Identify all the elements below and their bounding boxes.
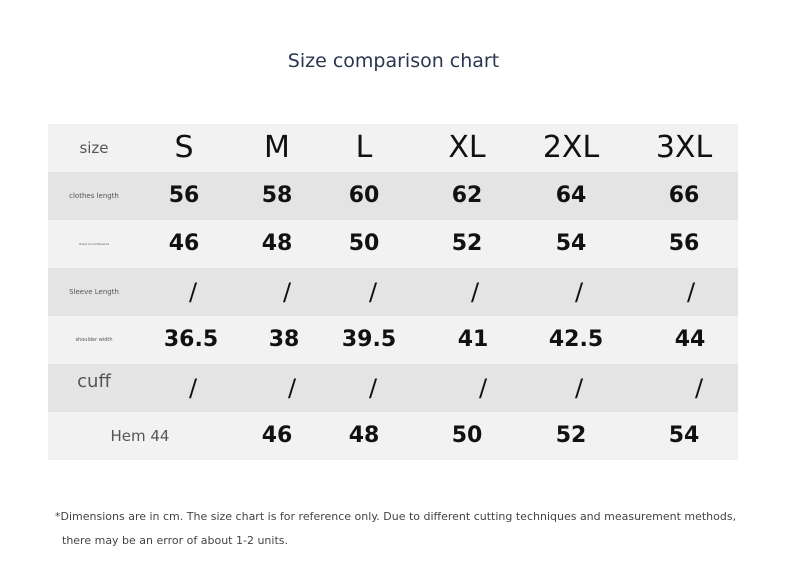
cell: 48 — [348, 423, 380, 448]
cell: 60 — [348, 183, 380, 208]
table-row: Hem 44 46 48 50 52 54 — [48, 412, 738, 460]
row-label: chest circumference — [78, 242, 110, 246]
cell: 54 — [668, 423, 700, 448]
cell: 58 — [261, 183, 293, 208]
cell: 39.5 — [341, 327, 397, 352]
cell: / — [478, 374, 488, 402]
cell: 52 — [451, 231, 483, 256]
cell: 50 — [451, 423, 483, 448]
page-title: Size comparison chart — [287, 50, 500, 72]
cell: 44 — [674, 327, 706, 352]
cell: 56 — [168, 183, 200, 208]
cell — [139, 412, 229, 460]
row-label: Hem 44 — [110, 427, 170, 445]
cell: 46 — [261, 423, 293, 448]
footnote-line-1: *Dimensions are in cm. The size chart is… — [55, 510, 737, 523]
size-L: L — [355, 130, 373, 165]
cell: / — [282, 278, 292, 306]
cell: 54 — [555, 231, 587, 256]
row-label: clothes length — [69, 192, 119, 200]
cell: 56 — [668, 231, 700, 256]
cell: 42.5 — [548, 327, 604, 352]
size-M: M — [264, 130, 290, 165]
header-label: size — [79, 139, 109, 157]
cell: / — [188, 374, 198, 402]
row-label: cuff — [77, 371, 111, 392]
cell: 41 — [457, 327, 489, 352]
table-row: shoulder width 36.5 38 39.5 41 42.5 44 — [48, 316, 738, 364]
cell: 64 — [555, 183, 587, 208]
row-label: Sleeve Length — [69, 288, 119, 296]
cell: / — [574, 374, 584, 402]
size-2XL: 2XL — [542, 130, 600, 165]
cell: 48 — [261, 231, 293, 256]
cell: 46 — [168, 231, 200, 256]
size-XL: XL — [448, 130, 486, 165]
cell: / — [574, 278, 584, 306]
cell: 52 — [555, 423, 587, 448]
cell: / — [287, 374, 297, 402]
header-row: size S M L XL 2XL 3XL — [48, 124, 738, 172]
footnote-line-2: there may be an error of about 1-2 units… — [62, 534, 288, 547]
cell: 62 — [451, 183, 483, 208]
cell: 36.5 — [163, 327, 219, 352]
cell: 38 — [268, 327, 300, 352]
table-row: Sleeve Length / / / / / / — [48, 268, 738, 316]
cell: / — [368, 374, 378, 402]
table-row: chest circumference 46 48 50 52 54 56 — [48, 220, 738, 268]
row-label: shoulder width — [75, 337, 113, 343]
cell: / — [686, 278, 696, 306]
table-row: clothes length 56 58 60 62 64 66 — [48, 172, 738, 220]
cell: / — [694, 374, 704, 402]
table-row: cuff / / / / / / — [48, 364, 738, 412]
cell: / — [368, 278, 378, 306]
cell: / — [470, 278, 480, 306]
size-3XL: 3XL — [655, 130, 713, 165]
cell: 50 — [348, 231, 380, 256]
cell: / — [188, 278, 198, 306]
size-table: size S M L XL 2XL 3XL clothes length 56 … — [48, 124, 738, 460]
cell: 66 — [668, 183, 700, 208]
size-S: S — [174, 130, 194, 165]
